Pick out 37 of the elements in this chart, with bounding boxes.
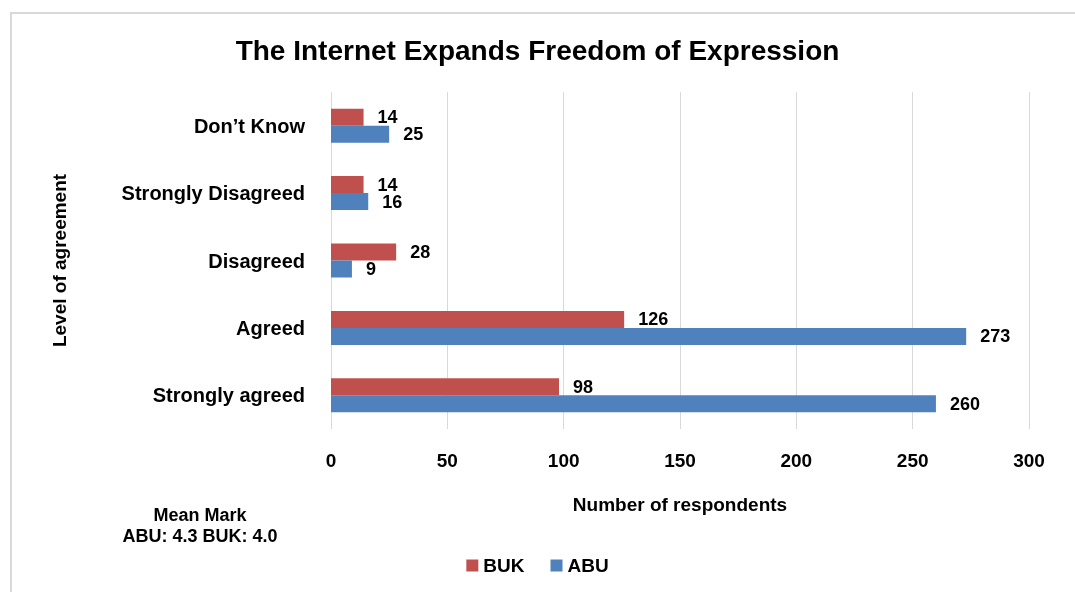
x-tick-label: 0 <box>325 450 337 471</box>
bar <box>331 310 625 328</box>
data-label: 126 <box>638 309 669 330</box>
data-label: 273 <box>980 326 1011 347</box>
data-label: 260 <box>949 393 980 414</box>
data-label: 9 <box>365 259 376 279</box>
data-label: 25 <box>403 124 424 145</box>
y-tick-label: Strongly Disagreed <box>121 182 305 205</box>
text: ABU: 4.3 BUK: 4.0 <box>122 526 278 546</box>
bar <box>331 108 364 126</box>
text: Mean Mark <box>153 505 248 525</box>
x-tick-label: 100 <box>547 450 580 471</box>
y-tick-label: Agreed <box>236 316 305 339</box>
bar <box>331 193 369 211</box>
chart-title: The Internet Expands Freedom of Expression <box>235 34 840 66</box>
x-tick-label: 150 <box>664 450 696 471</box>
bar <box>331 243 397 261</box>
x-axis-title: Number of respondents <box>572 494 788 515</box>
data-label: 14 <box>377 107 398 128</box>
y-axis-title: Level of agreement <box>49 173 70 348</box>
data-label: 98 <box>573 376 594 397</box>
y-tick-label: Disagreed <box>208 249 305 272</box>
data-label: 28 <box>410 242 431 262</box>
legend-label: ABU <box>567 555 609 576</box>
bar <box>331 260 352 278</box>
x-tick-label: 50 <box>436 450 458 471</box>
legend-label: BUK <box>483 555 525 576</box>
bar <box>331 125 390 143</box>
x-tick-label: 250 <box>896 450 929 471</box>
bar <box>331 395 936 413</box>
bar <box>331 378 560 396</box>
y-tick-label: Strongly agreed <box>152 384 305 407</box>
bar <box>331 176 364 194</box>
bar <box>331 327 967 345</box>
x-tick-label: 200 <box>780 450 813 471</box>
y-tick-label: Don’t Know <box>193 114 306 137</box>
x-tick-label: 300 <box>1013 450 1045 471</box>
